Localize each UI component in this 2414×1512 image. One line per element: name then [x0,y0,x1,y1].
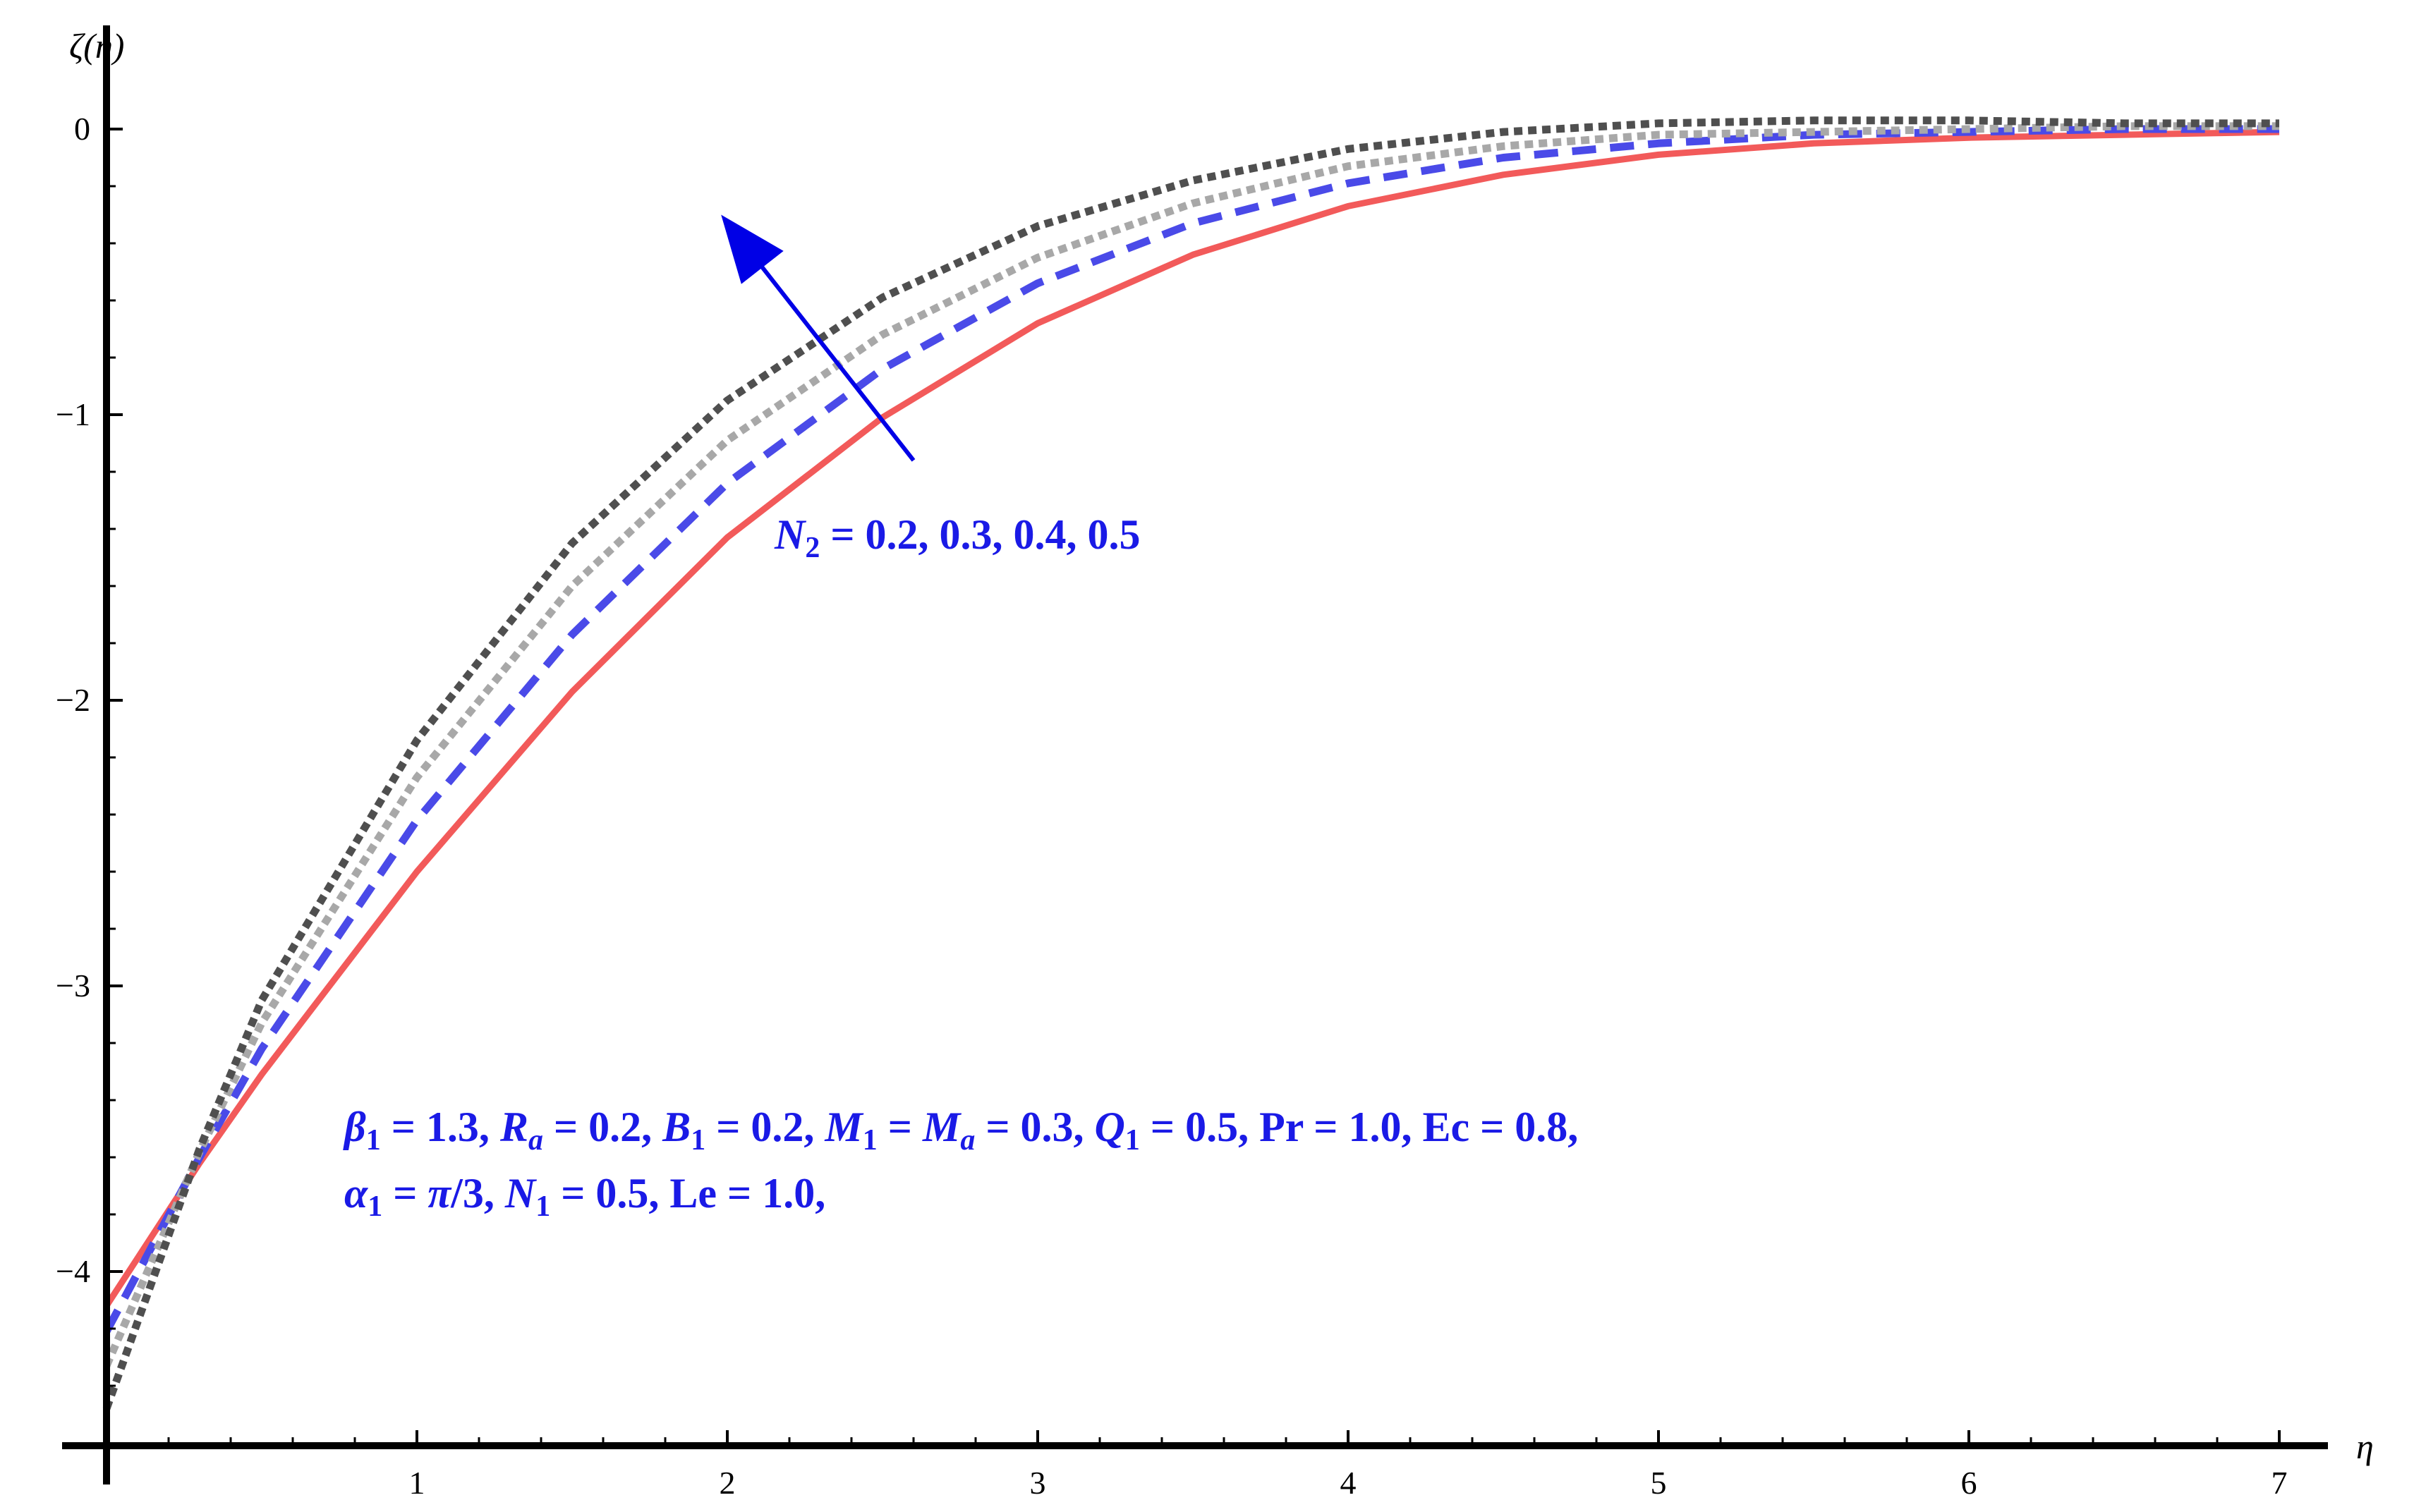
n2-var: N [774,511,807,558]
parameter-text: 1 [863,1124,878,1157]
parameter-text: R [499,1104,528,1150]
parameter-text: M [824,1104,864,1150]
x-tick-label: 3 [1030,1465,1046,1501]
parameter-text: = [382,1170,427,1217]
y-axis-label: ζ(η) [69,26,124,66]
parameter-text: N [504,1170,538,1217]
n2-values: = 0.2, 0.3, 0.4, 0.5 [820,511,1140,558]
parameter-text: 1 [366,1124,381,1157]
parameter-text: Q [1095,1104,1125,1150]
ticks-layer: 1 2 3 4 5 6 7 0 −1 −2 −3 −4 [56,111,2287,1501]
parameter-text: α [344,1170,368,1217]
parameters-line-2: α1 = π/3, N1 = 0.5, Le = 1.0, [344,1170,825,1223]
parameter-text: = 0.5, Le = 1.0, [550,1170,825,1217]
parameter-text: 1 [368,1190,382,1223]
n2-values-label: N2 = 0.2, 0.3, 0.4, 0.5 [774,511,1141,564]
parameter-text: = [878,1104,923,1150]
series-layer [102,116,2280,1410]
n2-increase-arrow [745,246,916,462]
x-tick-label: 5 [1651,1465,1667,1501]
x-tick-label: 7 [2272,1465,2288,1501]
x-tick-label: 1 [409,1465,425,1501]
y-tick-label: −2 [56,682,90,718]
parameter-text: = 0.2, [543,1104,662,1150]
parameter-text: /3, [450,1170,505,1217]
parameter-text: = 0.3, [975,1104,1094,1150]
series-line-2 [103,125,2279,1334]
parameter-text: = 1.3, [381,1104,500,1150]
n2-sub: 2 [805,532,820,564]
y-tick-label: −4 [56,1253,90,1289]
x-tick-label: 6 [1961,1465,1977,1501]
parameter-text: B [662,1104,691,1150]
parameter-text: 1 [691,1124,705,1157]
parameter-text: 1 [535,1190,550,1223]
parameters-line-1: β1 = 1.3, Ra = 0.2, B1 = 0.2, M1 = Ma = … [343,1104,1578,1157]
parameter-text: 1 [1125,1124,1140,1157]
y-tick-label: −3 [56,968,90,1004]
parameter-text: a [960,1124,975,1157]
x-tick-label: 2 [720,1465,736,1501]
parameter-text: β [343,1104,366,1150]
parameter-text: = 0.5, Pr = 1.0, Ec = 0.8, [1140,1104,1578,1150]
y-tick-label: −1 [56,396,90,432]
parameter-text: π [427,1170,452,1217]
parameter-text: = 0.2, [705,1104,825,1150]
y-tick-label: 0 [74,111,90,147]
parameter-text: M [922,1104,962,1150]
x-axis-label: η [2356,1427,2374,1466]
x-tick-label: 4 [1340,1465,1357,1501]
series-line-1 [104,128,2280,1308]
parameter-text: a [528,1124,543,1157]
n2-arrow-head [721,214,784,284]
series-line-3 [102,122,2279,1367]
series-line-4 [102,116,2279,1410]
